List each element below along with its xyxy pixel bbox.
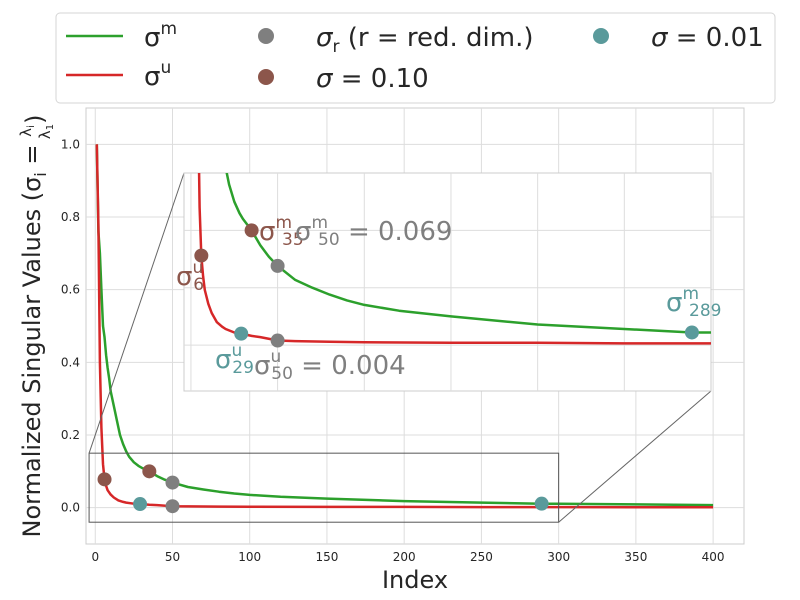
annotation-a50u: σu 50 = 0.004 [254,347,406,384]
marker-s6 [97,472,112,487]
y-axis-label-text: Normalized Singular Values (σi = λiλ1) [17,115,56,538]
y-axis-label: Normalized Singular Values (σi = λiλ1) [17,115,56,538]
x-tick-label: 0 [91,550,99,564]
y-tick-label: 0.0 [61,501,80,515]
zoom-indicator [88,172,712,523]
annotation-a35: σm 35 [259,213,304,250]
zoom-rectangle [88,452,560,523]
legend-items: σm σu σr (r = red. dim.) σ = 0.10 σ = 0.01 [66,19,764,94]
y-tick-label: 0.8 [61,210,80,224]
inset-background [183,172,712,392]
y-tick-label: 0.2 [61,428,80,442]
inset-marker-s35 [244,223,259,238]
series-line-m [95,144,714,507]
x-tick-label: 300 [547,550,570,564]
annotation-a29: σu 29 [215,341,254,378]
x-tick-label: 350 [624,550,647,564]
inset-markers [194,223,699,348]
legend-label: σ = 0.01 [651,23,764,53]
inset-marker-s50m [270,258,285,273]
x-tick-label: 50 [165,550,180,564]
zoom-connector [88,172,185,454]
x-tick-label: 100 [238,550,261,564]
x-tick-label: 150 [316,550,339,564]
legend-label: σ = 0.10 [316,64,429,94]
x-tick-label: 250 [470,550,493,564]
marker-s50m [165,475,180,490]
legend-dot-swatch [258,28,274,44]
inset-series-line-m [225,173,711,334]
markers [97,464,549,514]
legend-dot-swatch [258,69,274,85]
zoom-connector [558,390,712,523]
marker-s289 [534,496,549,511]
y-tick-label: 1.0 [61,137,80,151]
tick-labels: 0 50 100 150 200 250 300 350 400 0.0 0.2 0.4 0.6 0.8 1… [61,137,725,564]
annotation-a50m: σm 50 = 0.069 [295,213,452,250]
y-tick-label: 0.6 [61,283,80,297]
y-tick-label: 0.4 [61,355,80,369]
x-axis-label: Index [382,566,448,594]
legend-dot-swatch [593,28,609,44]
legend-label: σr (r = red. dim.) [316,23,534,57]
inset-marker-s289 [684,325,699,340]
x-tick-label: 200 [393,550,416,564]
inset-grid [184,173,711,391]
marker-s29 [133,497,148,512]
inset-marker-s6 [194,248,209,263]
marker-s35 [142,464,157,479]
x-tick-label: 400 [702,550,725,564]
marker-s50u [165,499,180,514]
annotation-a6: σu 6 [176,258,204,295]
legend-label: σm [144,19,177,53]
legend: σm σu σr (r = red. dim.) σ = 0.10 σ = 0.01 [55,12,776,104]
annotation-a289: σm 289 [666,284,722,321]
legend-label: σu [144,58,171,92]
inset-marker-s29 [234,326,249,341]
inset-marker-s50u [270,333,285,348]
